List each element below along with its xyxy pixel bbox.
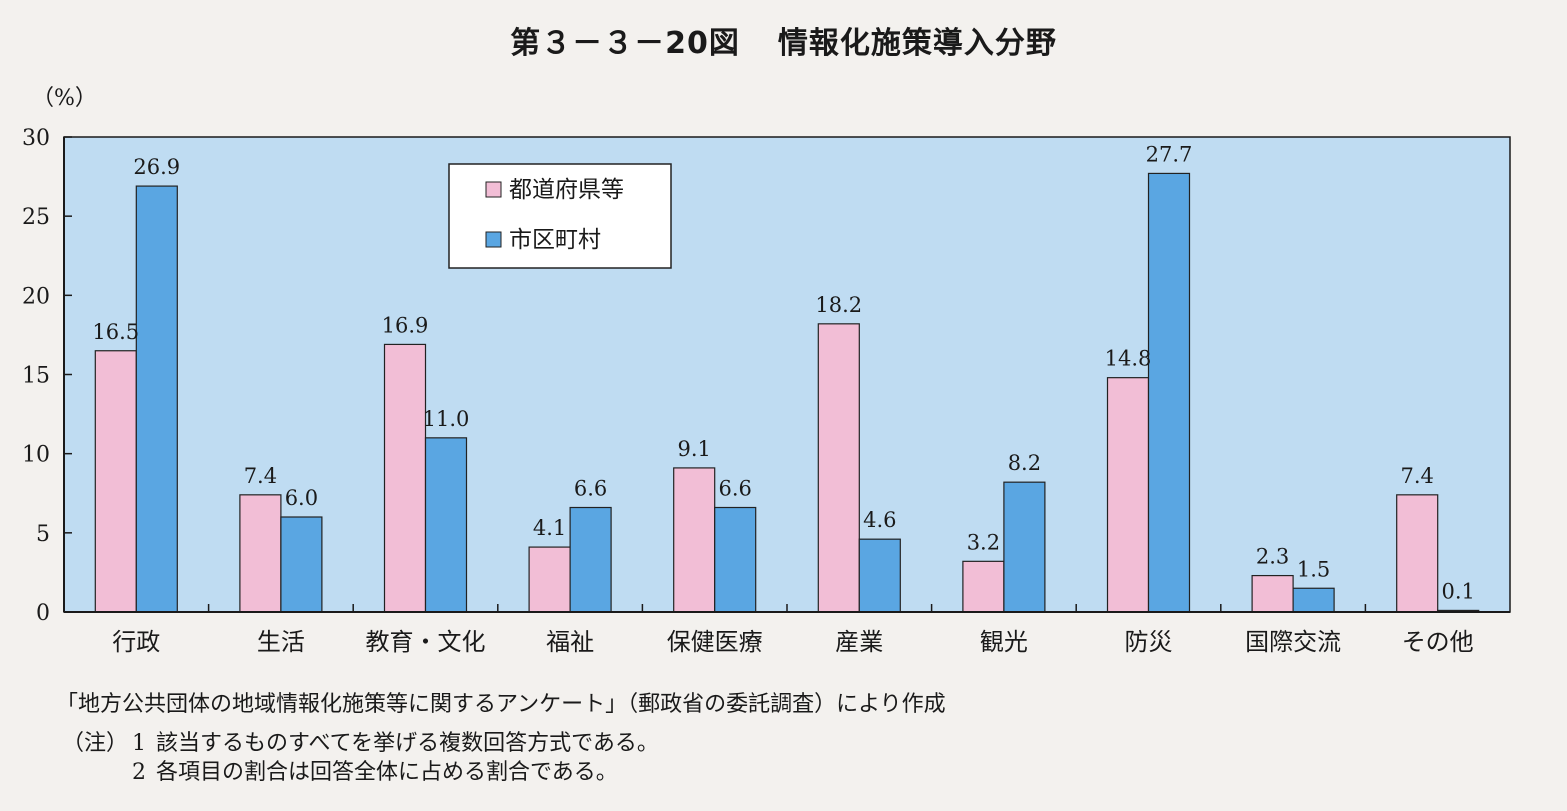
data-label: 7.4	[1400, 464, 1433, 488]
bar-prefecture	[962, 560, 1005, 613]
bar-prefecture	[1251, 574, 1294, 613]
y-tick-label: 25	[22, 205, 50, 230]
legend-box	[448, 163, 672, 269]
bar-municipality	[1147, 172, 1191, 613]
data-label: 18.2	[815, 293, 862, 317]
data-label: 2.3	[1256, 545, 1289, 569]
y-tick-label: 30	[22, 126, 50, 151]
note-number: 1	[132, 731, 146, 756]
bar-municipality	[135, 185, 178, 613]
x-tick-label: 観光	[980, 628, 1028, 656]
bar-prefecture	[383, 343, 427, 613]
source-note: 「地方公共団体の地域情報化施策等に関するアンケート」（郵政省の委託調査）により作…	[56, 692, 946, 717]
bar-municipality	[714, 506, 757, 613]
note-row-2: 2 各項目の割合は回答全体に占める割合である。	[62, 758, 659, 787]
x-tick-label: 生活	[257, 628, 305, 656]
data-label: 11.0	[423, 407, 470, 431]
note-text: 各項目の割合は回答全体に占める割合である。	[156, 760, 618, 785]
data-label: 4.1	[533, 516, 566, 540]
data-label: 6.6	[574, 477, 607, 501]
x-tick-label: 教育・文化	[366, 628, 486, 656]
bar-prefecture	[528, 546, 571, 613]
data-label: 26.9	[133, 155, 180, 179]
x-tick-label: その他	[1402, 628, 1474, 656]
bar-municipality	[858, 538, 901, 613]
data-label: 14.8	[1105, 347, 1152, 371]
figure-title: 情報化施策導入分野	[777, 26, 1057, 61]
chart-title: 第３－３－20図 情報化施策導入分野	[0, 18, 1567, 62]
y-tick-label: 5	[36, 522, 50, 547]
bar-municipality	[1292, 587, 1335, 613]
legend-label: 市区町村	[509, 227, 601, 253]
figure-number: 第３－３－20図	[510, 26, 740, 61]
bar-municipality	[1003, 481, 1046, 613]
bar-prefecture	[673, 467, 716, 613]
data-label: 27.7	[1146, 142, 1193, 166]
data-label: 1.5	[1297, 557, 1330, 581]
notes: （注） 1 該当するものすべてを挙げる複数回答方式である。 2 各項目の割合は回答全体…	[62, 729, 659, 787]
y-tick-label: 15	[22, 364, 50, 389]
data-label: 8.2	[1008, 451, 1041, 475]
bar-prefecture	[1396, 494, 1439, 613]
note-text: 該当するものすべてを挙げる複数回答方式である。	[156, 731, 659, 756]
bar-municipality	[280, 516, 323, 613]
note-row-1: （注） 1 該当するものすべてを挙げる複数回答方式である。	[62, 729, 659, 758]
bar-municipality	[569, 506, 612, 613]
y-tick-label: 20	[22, 284, 50, 309]
x-tick-label: 産業	[835, 628, 883, 656]
notes-label: （注）	[62, 731, 129, 756]
x-tick-label: 保健医療	[667, 628, 763, 656]
bar-municipality	[424, 437, 468, 613]
data-label: 6.0	[285, 486, 318, 510]
legend-swatch	[485, 181, 502, 198]
x-tick-label: 福祉	[546, 628, 594, 656]
bar-prefecture	[94, 350, 137, 613]
bar-prefecture	[239, 494, 282, 613]
bar-prefecture	[1106, 377, 1150, 613]
data-label: 0.1	[1441, 579, 1474, 603]
data-label: 9.1	[677, 437, 710, 461]
legend-swatch	[485, 231, 502, 248]
data-label: 6.6	[718, 477, 751, 501]
y-axis-unit-label: （%）	[32, 86, 97, 111]
data-label: 3.2	[967, 530, 1000, 554]
y-tick-label: 0	[36, 601, 50, 626]
x-tick-label: 行政	[112, 628, 160, 656]
x-tick-label: 国際交流	[1245, 628, 1341, 656]
data-label: 4.6	[863, 508, 896, 532]
data-label: 16.5	[92, 320, 139, 344]
data-label: 16.9	[382, 313, 429, 337]
data-label: 7.4	[244, 464, 277, 488]
note-number: 2	[132, 760, 146, 785]
bar-prefecture	[817, 323, 860, 613]
y-tick-label: 10	[22, 443, 50, 468]
bar-chart: 0 5 10 15 20 25 30 行政 生活 教育・文化 福祉 保健医療 産業 観光 防災 国際交流 その他…	[22, 126, 1511, 656]
legend-label: 都道府県等	[509, 177, 624, 203]
x-tick-label: 防災	[1125, 628, 1173, 656]
